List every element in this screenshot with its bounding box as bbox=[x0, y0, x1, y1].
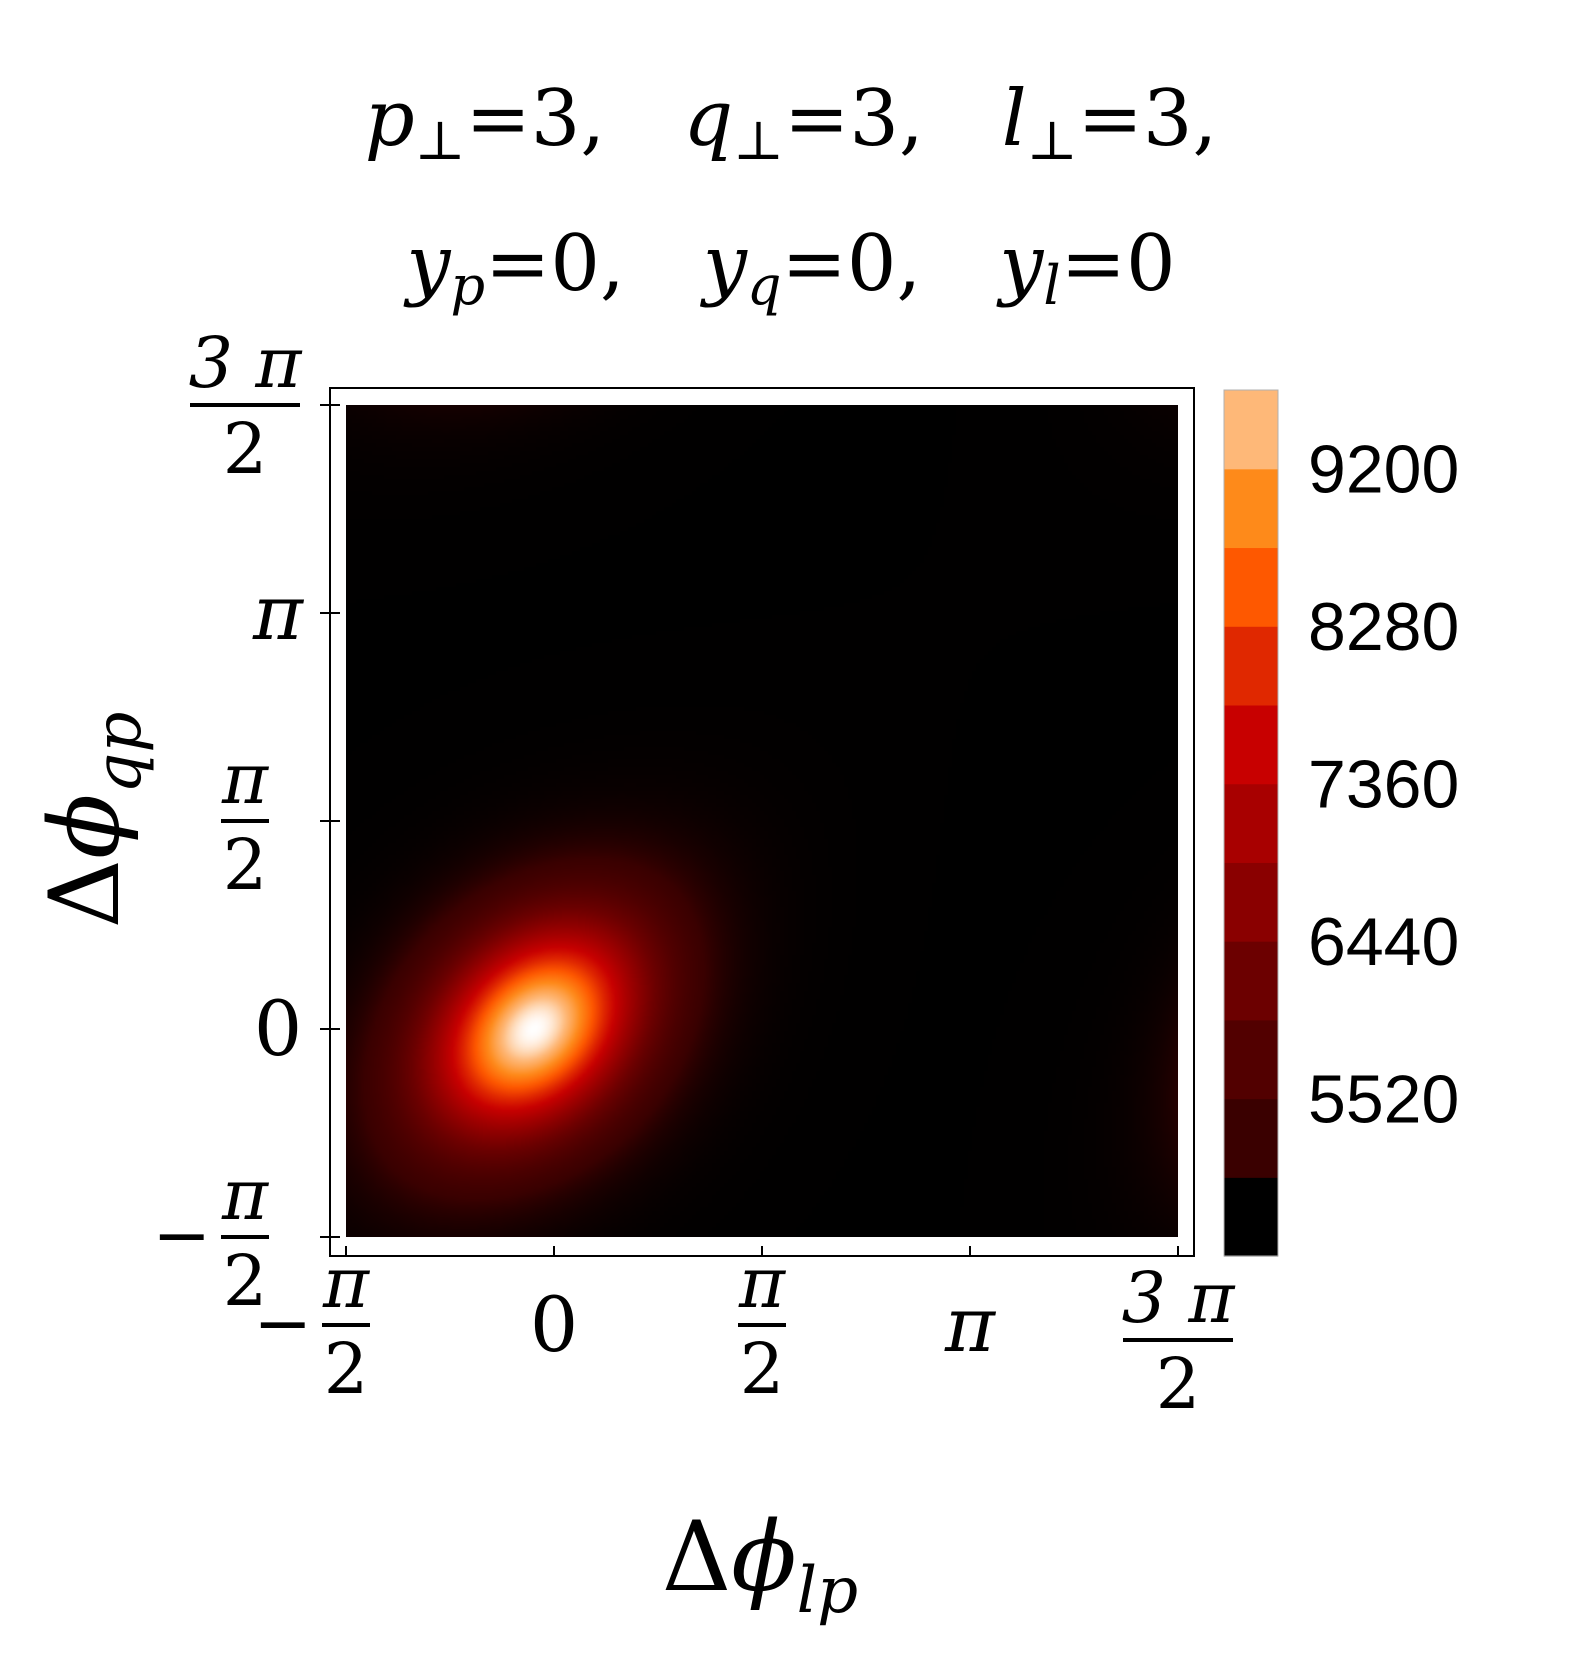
x-tick-label-4-numerator: 3 π bbox=[1122, 1257, 1237, 1339]
colorbar-band bbox=[1224, 704, 1278, 785]
colorbar-band bbox=[1224, 1098, 1278, 1178]
y-axis-label-text: Δϕqp bbox=[29, 712, 156, 929]
x-tick-label-0-denominator: 2 bbox=[324, 1328, 369, 1410]
x-axis-ticks: π2− 0 π2 π 3 π2 bbox=[253, 1242, 1236, 1425]
y-axis-label: Δϕqp bbox=[29, 712, 156, 929]
x-tick-label-2: π2 bbox=[738, 1242, 787, 1410]
colorbar-band bbox=[1224, 941, 1278, 1021]
y-tick-label-0-denominator: 2 bbox=[223, 1240, 268, 1322]
colorbar: 5520 6440 7360 8280 9200 bbox=[1223, 389, 1459, 1257]
heatmap-image bbox=[346, 405, 1178, 1237]
y-tick-label-2-denominator: 2 bbox=[223, 824, 268, 906]
y-tick-label-1: 0 bbox=[254, 984, 302, 1073]
colorbar-band bbox=[1224, 1177, 1278, 1257]
y-tick-label-4: 3 π2 bbox=[189, 322, 304, 490]
colorbar-band bbox=[1224, 1019, 1278, 1100]
colorbar-band bbox=[1224, 626, 1278, 706]
colorbar-band bbox=[1224, 783, 1278, 863]
colorbar-tick-label: 6440 bbox=[1308, 904, 1459, 980]
colorbar-tick-label: 8280 bbox=[1308, 589, 1459, 665]
title-line-2: yp=0, yq=0, yl=0 bbox=[403, 219, 1175, 317]
colorbar-tick-label: 7360 bbox=[1308, 747, 1459, 823]
x-tick-label-2-denominator: 2 bbox=[740, 1328, 785, 1410]
colorbar-frame bbox=[1223, 389, 1279, 1257]
y-tick-label-2: π2 bbox=[221, 738, 270, 906]
colorbar-band bbox=[1224, 547, 1278, 627]
y-tick-label-3: π bbox=[252, 568, 305, 657]
colorbar-band bbox=[1224, 390, 1278, 470]
y-tick-label-0-sign: − bbox=[152, 1194, 211, 1276]
y-tick-label-3-text: π bbox=[252, 568, 305, 657]
y-tick-label-0-numerator: π bbox=[221, 1154, 270, 1236]
y-tick-label-0: π2− bbox=[152, 1154, 270, 1322]
x-tick-label-3: π bbox=[944, 1280, 997, 1369]
x-axis-label: Δϕlp bbox=[662, 1501, 858, 1628]
x-tick-label-1-text: 0 bbox=[530, 1280, 578, 1369]
colorbar-band bbox=[1224, 468, 1278, 549]
x-tick-label-4: 3 π2 bbox=[1122, 1257, 1237, 1425]
x-tick-label-1: 0 bbox=[530, 1280, 578, 1369]
x-tick-label-0-numerator: π bbox=[322, 1242, 371, 1324]
colorbar-tick-label: 5520 bbox=[1308, 1062, 1459, 1138]
y-tick-label-4-denominator: 2 bbox=[223, 408, 268, 490]
y-tick-label-2-numerator: π bbox=[221, 738, 270, 820]
chart-title: p⊥=3, q⊥=3, l⊥=3, yp=0, yq=0, yl=0 bbox=[365, 74, 1218, 317]
y-tick-label-4-numerator: 3 π bbox=[189, 322, 304, 404]
x-tick-label-4-denominator: 2 bbox=[1156, 1343, 1201, 1425]
colorbar-band bbox=[1224, 862, 1278, 942]
x-tick-label-2-numerator: π bbox=[738, 1242, 787, 1324]
y-tick-label-1-text: 0 bbox=[254, 984, 302, 1073]
colorbar-tick-label: 9200 bbox=[1308, 432, 1459, 508]
x-tick-label-0-sign: − bbox=[253, 1282, 312, 1364]
title-line-1: p⊥=3, q⊥=3, l⊥=3, bbox=[365, 74, 1218, 172]
x-tick-label-0: π2− bbox=[253, 1242, 371, 1410]
x-tick-label-3-text: π bbox=[944, 1280, 997, 1369]
x-axis-label-text: Δϕlp bbox=[662, 1501, 858, 1628]
